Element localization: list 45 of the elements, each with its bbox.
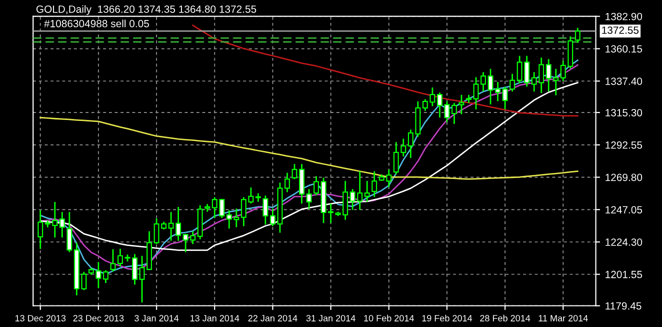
candlestick (132, 254, 138, 285)
x-tick-label: 22 Jan 2014 (248, 315, 298, 322)
candlestick (372, 171, 378, 197)
candlestick (262, 196, 268, 225)
x-tick-label: 13 Jan 2014 (190, 315, 240, 322)
candlestick (466, 94, 472, 103)
candlestick (110, 249, 116, 272)
y-tick-label: 1247.05 (606, 206, 642, 214)
candlestick (117, 248, 123, 267)
candlestick (314, 176, 319, 196)
ref-line-label: 1372.55 (602, 26, 639, 34)
candlestick (458, 94, 464, 114)
candlestick (255, 193, 261, 202)
candlestick (451, 102, 457, 124)
ref-line-label: #1086304988 sell 0.05 (44, 20, 149, 28)
y-tick-label: 1292.55 (606, 141, 642, 149)
candlestick (284, 172, 290, 192)
candlestick (480, 72, 486, 92)
candlestick (574, 28, 580, 43)
candlestick (473, 77, 479, 110)
x-tick-label: 11 Mar 2014 (538, 315, 588, 322)
y-tick-label: 1179.45 (606, 302, 642, 310)
candlestick (364, 180, 370, 202)
x-tick-label: 31 Jan 2014 (306, 315, 356, 322)
candlestick (306, 189, 312, 209)
x-tick-label: 23 Dec 2013 (73, 315, 124, 322)
y-tick-label: 1269.80 (606, 174, 642, 182)
x-tick-label: 3 Jan 2014 (134, 315, 179, 322)
candlestick (292, 164, 298, 180)
candlestick (102, 270, 108, 284)
candlestick (59, 212, 65, 238)
y-tick-label: 1382.90 (606, 12, 642, 20)
y-tick-label: 1224.30 (606, 238, 642, 246)
x-tick-label: 28 Feb 2014 (480, 314, 530, 322)
y-tick-label: 1337.40 (606, 78, 642, 85)
x-tick-label: 13 Dec 2013 (15, 315, 66, 322)
candlestick (139, 256, 145, 303)
y-tick-label: 1315.30 (606, 109, 642, 116)
x-tick-label: 19 Feb 2014 (422, 314, 472, 322)
candlestick (38, 210, 44, 249)
y-tick-label: 1360.15 (606, 45, 642, 53)
line-series (192, 24, 578, 116)
y-tick-label: 1201.55 (606, 270, 642, 278)
x-tick-label: 10 Feb 2014 (364, 314, 414, 322)
chart-title: GOLD,Daily 1366.20 1374.35 1364.80 1372.55 (36, 5, 256, 15)
